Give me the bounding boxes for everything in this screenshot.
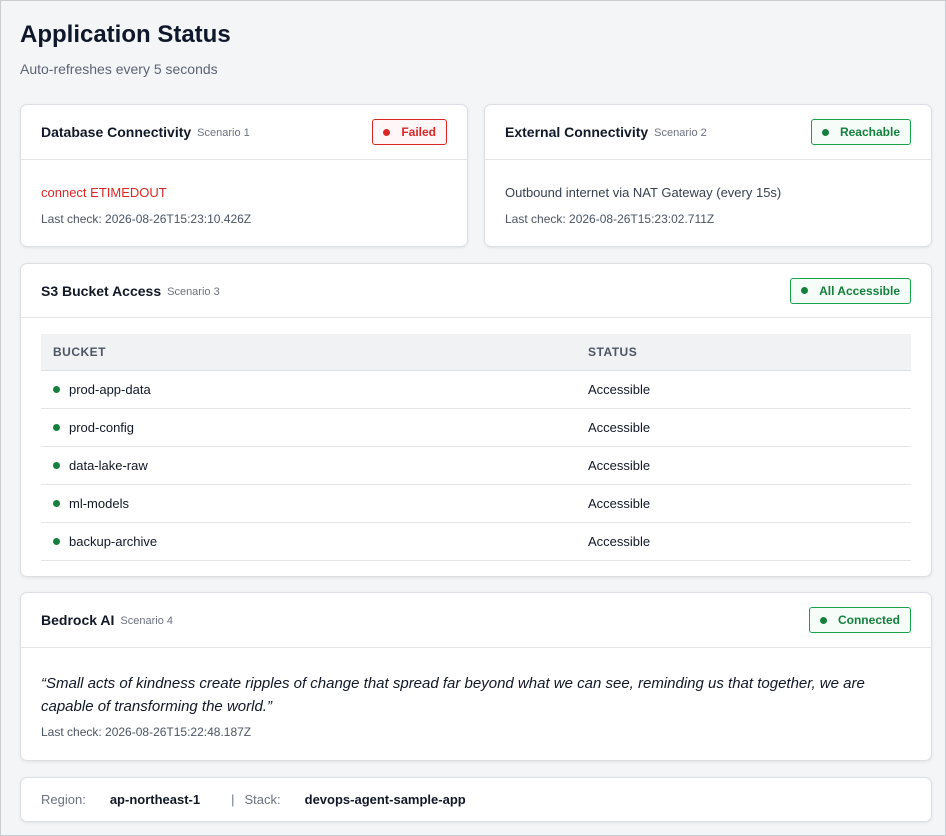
bucket-cell: prod-app-data: [41, 370, 576, 409]
bucket-cell: backup-archive: [41, 522, 576, 561]
badge-text: Connected: [837, 613, 900, 627]
card-body: “Small acts of kindness create ripples o…: [21, 672, 931, 739]
db-card: Database Connectivity Scenario 1 Failed …: [20, 104, 468, 247]
scenario-label: Scenario 4: [120, 615, 173, 627]
status-cell: Accessible: [576, 522, 911, 561]
status-dot: [53, 385, 60, 393]
card-title: Bedrock AI: [41, 612, 115, 628]
bucket-cell: prod-config: [41, 408, 576, 447]
message: Outbound internet via NAT Gateway (every…: [505, 185, 782, 200]
status-dot: [383, 128, 391, 136]
table-body: prod-app-data Accessible prod-config Access…: [41, 370, 911, 561]
ai-quote: “Small acts of kindness create ripples o…: [41, 675, 865, 715]
bucket-cell: ml-models: [41, 484, 576, 523]
badge-text: Reachable: [839, 125, 900, 139]
status-dot: [53, 423, 60, 431]
bucket-row: backup-archive Accessible: [41, 522, 911, 561]
status-dot: [801, 287, 809, 294]
region-value: ap-northeast-1: [109, 792, 201, 807]
card-header: External Connectivity Scenario 2 Reachab…: [485, 105, 931, 160]
scenario-label: Scenario 1: [197, 127, 250, 139]
status-dot: [53, 499, 60, 507]
page-title: Application Status: [20, 21, 231, 48]
card-body: Outbound internet via NAT Gateway (every…: [485, 185, 931, 226]
error-message: connect ETIMEDOUT: [41, 185, 167, 200]
bucket-row: ml-models Accessible: [41, 484, 911, 523]
stack-value: devops-agent-sample-app: [304, 792, 466, 807]
status-badge: Failed: [372, 119, 447, 145]
bucket-row: prod-app-data Accessible: [41, 370, 911, 409]
card-title: Database Connectivity: [41, 124, 192, 140]
status-dot: [53, 537, 60, 545]
scenario-label: Scenario 2: [654, 127, 707, 139]
column-header: BUCKET: [41, 334, 576, 371]
card-title: External Connectivity: [505, 124, 649, 140]
stack-label: Stack:: [244, 792, 281, 807]
bucket-table: BUCKET STATUS prod-app-data Accessible pro…: [41, 334, 911, 561]
bedrock-card: Bedrock AI Scenario 4 Connected “Small a…: [20, 592, 932, 761]
s3-card: S3 Bucket Access Scenario 3 All Accessib…: [20, 263, 932, 577]
footer-card: Region: ap-northeast-1 | Stack: devops-a…: [20, 777, 932, 822]
status-badge: Reachable: [810, 119, 911, 145]
card-header: Bedrock AI Scenario 4 Connected: [21, 593, 931, 648]
footer: Region: ap-northeast-1 | Stack: devops-a…: [21, 778, 931, 821]
status-cell: Accessible: [576, 370, 911, 409]
column-header: STATUS: [576, 334, 911, 371]
status-dot: [819, 616, 827, 624]
status-dot: [53, 461, 60, 469]
bucket-row: prod-config Accessible: [41, 408, 911, 447]
status-cell: Accessible: [576, 484, 911, 523]
status-cell: Accessible: [576, 408, 911, 447]
bucket-cell: data-lake-raw: [41, 446, 576, 485]
status-dot: [821, 128, 829, 136]
badge-text: Failed: [401, 125, 436, 139]
last-check: Last check: 2026-08-26T15:23:10.426Z: [41, 212, 252, 226]
bucket-name: prod-app-data: [69, 381, 151, 397]
status-badge: All Accessible: [790, 277, 911, 304]
region-label: Region:: [41, 792, 86, 807]
separator: |: [231, 792, 235, 807]
table-head: BUCKET STATUS: [41, 334, 911, 371]
status-badge: Connected: [808, 607, 911, 633]
last-check: Last check: 2026-08-26T15:23:02.711Z: [505, 212, 715, 226]
scenario-label: Scenario 3: [167, 285, 220, 298]
bucket-name: ml-models: [69, 495, 129, 511]
last-check: Last check: 2026-08-26T15:22:48.187Z: [41, 725, 252, 739]
bucket-row: data-lake-raw Accessible: [41, 446, 911, 485]
badge-text: All Accessible: [819, 283, 900, 298]
status-cell: Accessible: [576, 446, 911, 485]
card-header: Database Connectivity Scenario 1 Failed: [21, 105, 467, 160]
card-header: S3 Bucket Access Scenario 3 All Accessib…: [21, 264, 931, 318]
card-title: S3 Bucket Access: [41, 282, 162, 299]
bucket-name: prod-config: [69, 419, 135, 435]
page-subtitle: Auto-refreshes every 5 seconds: [20, 61, 218, 77]
header-row: BUCKET STATUS: [41, 334, 911, 371]
bucket-name: backup-archive: [69, 533, 158, 549]
bucket-name: data-lake-raw: [69, 457, 148, 473]
ext-card: External Connectivity Scenario 2 Reachab…: [484, 104, 932, 247]
card-body: connect ETIMEDOUT Last check: 2026-08-26…: [21, 185, 467, 226]
